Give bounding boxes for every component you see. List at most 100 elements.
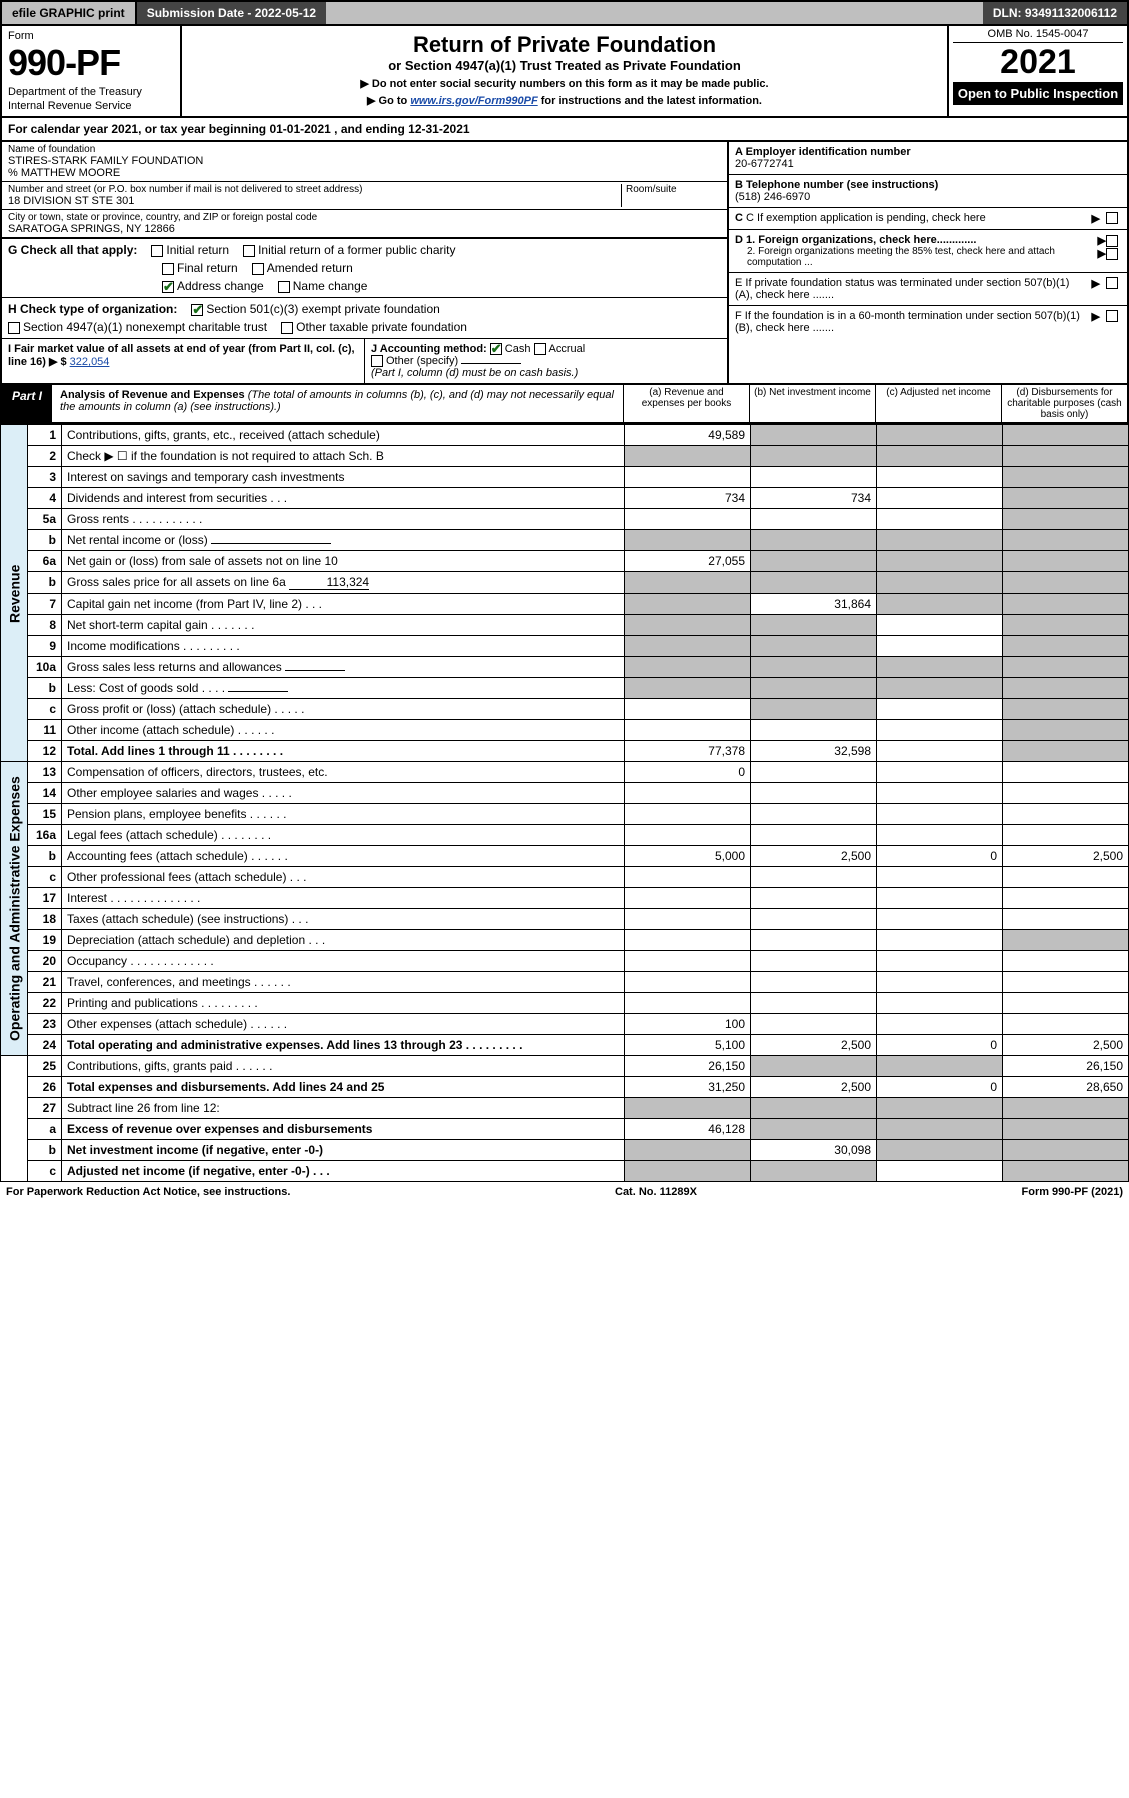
ck-amended[interactable] bbox=[252, 263, 264, 275]
part1-table: Revenue 1 Contributions, gifts, grants, … bbox=[0, 424, 1129, 1182]
desc: Gross rents . . . . . . . . . . . bbox=[62, 509, 625, 530]
info-left: Name of foundation STIRES-STARK FAMILY F… bbox=[2, 142, 727, 383]
ein-value: 20-6772741 bbox=[735, 158, 911, 170]
form-header: Form 990-PF Department of the Treasury I… bbox=[0, 26, 1129, 118]
desc: Gross sales less returns and allowances bbox=[62, 657, 625, 678]
ln: b bbox=[28, 678, 62, 699]
part1-tag: Part I bbox=[2, 385, 52, 422]
ck-name[interactable] bbox=[278, 281, 290, 293]
efile-print-button[interactable]: efile GRAPHIC print bbox=[2, 2, 137, 24]
table-row: 17Interest . . . . . . . . . . . . . . bbox=[1, 888, 1129, 909]
header-right: OMB No. 1545-0047 2021 Open to Public In… bbox=[947, 26, 1127, 116]
j-note: (Part I, column (d) must be on cash basi… bbox=[371, 367, 721, 379]
ln: c bbox=[28, 699, 62, 720]
ck-d1[interactable] bbox=[1106, 235, 1118, 247]
ck-f[interactable] bbox=[1106, 310, 1118, 322]
table-row: bNet investment income (if negative, ent… bbox=[1, 1140, 1129, 1161]
arrow-icon: ▶ bbox=[1092, 277, 1100, 290]
ck-other-method[interactable] bbox=[371, 355, 383, 367]
desc: Less: Cost of goods sold . . . . bbox=[62, 678, 625, 699]
ck-initial[interactable] bbox=[151, 245, 163, 257]
submission-date: Submission Date - 2022-05-12 bbox=[137, 2, 326, 24]
ck-name-lbl: Name change bbox=[293, 279, 368, 293]
ck-amended-lbl: Amended return bbox=[267, 261, 353, 275]
bullet-2-pre: ▶ Go to bbox=[367, 95, 410, 107]
bullet-2: ▶ Go to www.irs.gov/Form990PF for instru… bbox=[188, 94, 941, 107]
phone-label: B Telephone number (see instructions) bbox=[735, 179, 938, 191]
c-cell: C C If exemption application is pending,… bbox=[729, 208, 1127, 230]
ein-label: A Employer identification number bbox=[735, 146, 911, 158]
ck-accrual[interactable] bbox=[534, 343, 546, 355]
address-cell: Number and street (or P.O. box number if… bbox=[2, 182, 727, 210]
part1-desc: Analysis of Revenue and Expenses (The to… bbox=[52, 385, 623, 422]
desc: Net short-term capital gain . . . . . . … bbox=[62, 615, 625, 636]
f-label: F If the foundation is in a 60-month ter… bbox=[735, 310, 1086, 334]
ck-final-lbl: Final return bbox=[177, 261, 238, 275]
ck-cash-lbl: Cash bbox=[505, 343, 531, 355]
topbar: efile GRAPHIC print Submission Date - 20… bbox=[0, 0, 1129, 26]
table-row: 23Other expenses (attach schedule) . . .… bbox=[1, 1014, 1129, 1035]
addr-label: Number and street (or P.O. box number if… bbox=[8, 184, 621, 195]
form-subtitle: or Section 4947(a)(1) Trust Treated as P… bbox=[188, 58, 941, 73]
table-row: 12 Total. Add lines 1 through 11 . . . .… bbox=[1, 741, 1129, 762]
ln: 7 bbox=[28, 594, 62, 615]
desc: Capital gain net income (from Part IV, l… bbox=[62, 594, 625, 615]
ln: b bbox=[28, 572, 62, 594]
amt-b: 734 bbox=[751, 488, 877, 509]
table-row: b Less: Cost of goods sold . . . . bbox=[1, 678, 1129, 699]
table-row: 7 Capital gain net income (from Part IV,… bbox=[1, 594, 1129, 615]
footer-right: Form 990-PF (2021) bbox=[1022, 1186, 1123, 1198]
name-value: STIRES-STARK FAMILY FOUNDATION bbox=[8, 155, 721, 167]
table-row: 16aLegal fees (attach schedule) . . . . … bbox=[1, 825, 1129, 846]
d1-label: D 1. Foreign organizations, check here..… bbox=[735, 234, 976, 246]
dln-value: DLN: 93491132006112 bbox=[983, 2, 1127, 24]
desc: Gross profit or (loss) (attach schedule)… bbox=[62, 699, 625, 720]
table-row: 24Total operating and administrative exp… bbox=[1, 1035, 1129, 1056]
ln: 13 bbox=[28, 762, 62, 783]
ck-initial-former[interactable] bbox=[243, 245, 255, 257]
table-row: 20Occupancy . . . . . . . . . . . . . bbox=[1, 951, 1129, 972]
ck-other-tax[interactable] bbox=[281, 322, 293, 334]
desc: Contributions, gifts, grants, etc., rece… bbox=[62, 425, 625, 446]
ck-address-lbl: Address change bbox=[177, 279, 264, 293]
d-cell: D 1. Foreign organizations, check here..… bbox=[729, 230, 1127, 273]
col-b-hdr: (b) Net investment income bbox=[749, 385, 875, 422]
bullet-2-post: for instructions and the latest informat… bbox=[541, 95, 762, 107]
desc: Income modifications . . . . . . . . . bbox=[62, 636, 625, 657]
table-row: 25Contributions, gifts, grants paid . . … bbox=[1, 1056, 1129, 1077]
table-row: cAdjusted net income (if negative, enter… bbox=[1, 1161, 1129, 1182]
ck-e[interactable] bbox=[1106, 277, 1118, 289]
col-a-hdr: (a) Revenue and expenses per books bbox=[623, 385, 749, 422]
table-row: 8 Net short-term capital gain . . . . . … bbox=[1, 615, 1129, 636]
ck-address[interactable] bbox=[162, 281, 174, 293]
foundation-name-cell: Name of foundation STIRES-STARK FAMILY F… bbox=[2, 142, 727, 182]
i-label: I Fair market value of all assets at end… bbox=[8, 343, 355, 368]
g-checks-3: Address change Name change bbox=[2, 279, 727, 297]
revenue-side-label: Revenue bbox=[1, 425, 28, 762]
h-checks-2: Section 4947(a)(1) nonexempt charitable … bbox=[2, 320, 727, 338]
arrow-icon: ▶ bbox=[1098, 235, 1106, 247]
desc: Check ▶ ☐ if the foundation is not requi… bbox=[62, 446, 625, 467]
table-row: 5a Gross rents . . . . . . . . . . . bbox=[1, 509, 1129, 530]
c-label: C If exemption application is pending, c… bbox=[746, 212, 986, 224]
ck-d2[interactable] bbox=[1106, 248, 1118, 260]
topbar-spacer bbox=[326, 2, 983, 24]
arrow-icon: ▶ bbox=[1092, 310, 1100, 323]
ck-other-tax-lbl: Other taxable private foundation bbox=[296, 320, 467, 334]
ck-final[interactable] bbox=[162, 263, 174, 275]
h-label: H Check type of organization: bbox=[8, 302, 177, 316]
amt-a: 27,055 bbox=[625, 551, 751, 572]
ck-501c3[interactable] bbox=[191, 304, 203, 316]
ln: 4 bbox=[28, 488, 62, 509]
ck-4947[interactable] bbox=[8, 322, 20, 334]
irs-link[interactable]: www.irs.gov/Form990PF bbox=[410, 95, 537, 107]
care-of: % MATTHEW MOORE bbox=[8, 167, 721, 179]
i-cell: I Fair market value of all assets at end… bbox=[2, 339, 364, 383]
g-checks-2: Final return Amended return bbox=[2, 261, 727, 279]
ck-c[interactable] bbox=[1106, 212, 1118, 224]
dept-line-2: Internal Revenue Service bbox=[8, 100, 174, 112]
ck-cash[interactable] bbox=[490, 343, 502, 355]
amt-d bbox=[1003, 425, 1129, 446]
ein-cell: A Employer identification number 20-6772… bbox=[729, 142, 1127, 175]
page-footer: For Paperwork Reduction Act Notice, see … bbox=[0, 1182, 1129, 1202]
